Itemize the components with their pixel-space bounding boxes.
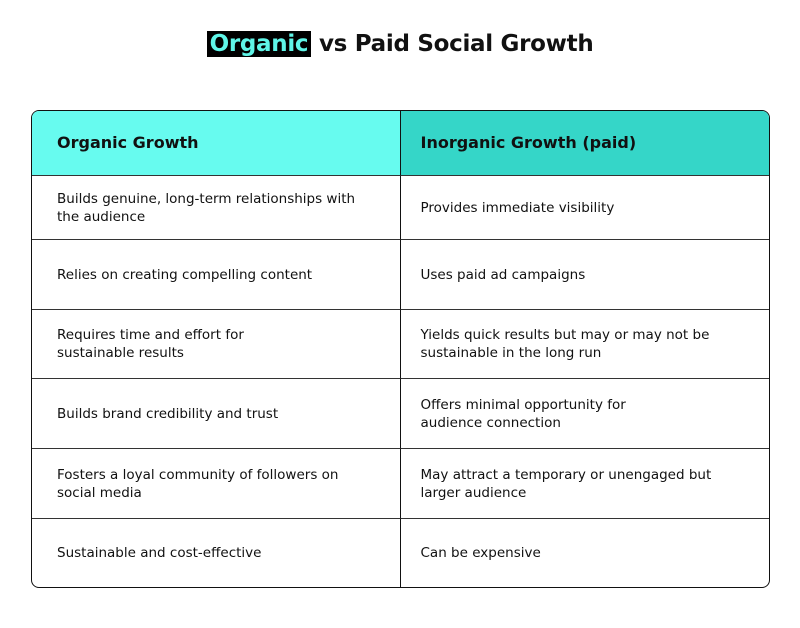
page-title: Organic vs Paid Social Growth — [0, 27, 800, 62]
organic-cell: Builds genuine, long-term relationships … — [32, 176, 401, 240]
paid-cell: May attract a temporary or unengaged but… — [400, 449, 769, 519]
organic-cell: Fosters a loyal community of followers o… — [32, 449, 401, 519]
table-row: Fosters a loyal community of followers o… — [32, 449, 769, 519]
comparison-table: Organic Growth Inorganic Growth (paid) B… — [31, 110, 770, 588]
table-row: Builds brand credibility and trust Offer… — [32, 379, 769, 449]
organic-cell: Requires time and effort for sustainable… — [32, 310, 401, 379]
table-row: Sustainable and cost-effective Can be ex… — [32, 519, 769, 587]
header-paid: Inorganic Growth (paid) — [400, 111, 769, 176]
table-row: Requires time and effort for sustainable… — [32, 310, 769, 379]
table-row: Builds genuine, long-term relationships … — [32, 176, 769, 240]
organic-cell: Relies on creating compelling content — [32, 240, 401, 310]
title-rest: vs Paid Social Growth — [311, 31, 594, 57]
table-row: Relies on creating compelling content Us… — [32, 240, 769, 310]
header-organic: Organic Growth — [32, 111, 401, 176]
title-highlight: Organic — [206, 31, 312, 57]
paid-cell: Yields quick results but may or may not … — [400, 310, 769, 379]
paid-cell: Can be expensive — [420, 545, 541, 561]
header-row: Organic Growth Inorganic Growth (paid) — [32, 111, 769, 176]
organic-cell: Builds brand credibility and trust — [32, 379, 401, 449]
paid-cell: Provides immediate visibility — [400, 176, 769, 240]
organic-cell: Sustainable and cost-effective — [32, 519, 401, 587]
paid-cell: Offers minimal opportunity for audience … — [400, 379, 769, 449]
paid-cell: Uses paid ad campaigns — [400, 240, 769, 310]
